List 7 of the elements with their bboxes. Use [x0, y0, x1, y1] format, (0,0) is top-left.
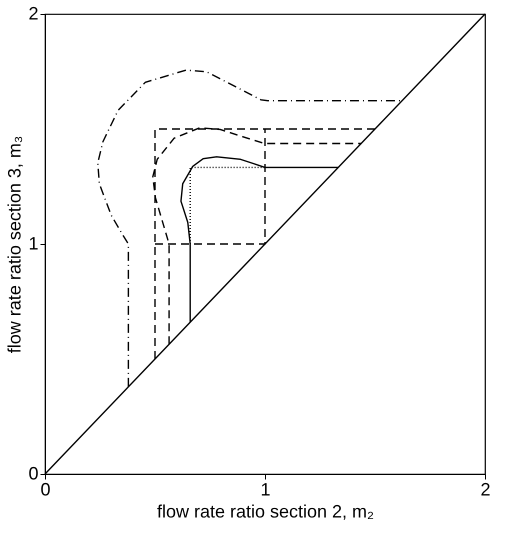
y-tick-label: 1: [28, 234, 38, 254]
y-tick-label: 2: [28, 4, 38, 24]
y-tick-label: 0: [28, 464, 38, 484]
y-axis-title: flow rate ratio section 3, m₃: [4, 136, 24, 354]
x-tick-label: 2: [480, 480, 491, 500]
x-tick-label: 1: [260, 480, 271, 500]
x-axis-title: flow rate ratio section 2, m₂: [156, 502, 374, 522]
